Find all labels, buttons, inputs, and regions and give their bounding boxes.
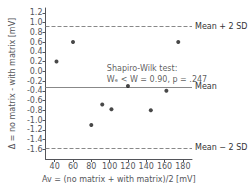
svg-text:180: 180: [175, 162, 190, 171]
svg-text:Mean + 2 SD: Mean + 2 SD: [195, 22, 247, 31]
svg-text:Mean − 2 SD: Mean − 2 SD: [195, 143, 247, 152]
svg-text:140: 140: [139, 162, 154, 171]
svg-text:-0.4: -0.4: [27, 86, 43, 95]
svg-text:0.2: 0.2: [30, 57, 43, 66]
svg-text:Shapiro-Wilk test:: Shapiro-Wilk test:: [107, 64, 177, 73]
svg-text:160: 160: [157, 162, 172, 171]
svg-text:0.4: 0.4: [30, 47, 43, 56]
svg-text:-1.0: -1.0: [27, 116, 43, 125]
svg-text:-1.4: -1.4: [27, 135, 43, 144]
svg-text:-1.6: -1.6: [27, 145, 43, 154]
svg-text:0.0: 0.0: [30, 67, 43, 76]
svg-text:-0.6: -0.6: [27, 96, 43, 105]
svg-text:Δ = no matrix - with matrix [m: Δ = no matrix - with matrix [mV]: [8, 18, 17, 149]
svg-text:40: 40: [50, 162, 60, 171]
svg-text:0.8: 0.8: [30, 28, 43, 37]
svg-text:80: 80: [86, 162, 96, 171]
svg-text:Mean: Mean: [195, 82, 217, 91]
svg-text:1.2: 1.2: [30, 8, 43, 17]
svg-text:Av = (no matrix + with matrix): Av = (no matrix + with matrix)/2 [mV]: [42, 175, 196, 184]
svg-text:1.0: 1.0: [30, 18, 43, 27]
svg-text:100: 100: [102, 162, 117, 171]
svg-text:-1.2: -1.2: [27, 125, 43, 134]
svg-text:-0.8: -0.8: [27, 106, 43, 115]
svg-text:0.6: 0.6: [30, 38, 43, 47]
svg-text:Wₑ < W = 0.90, p = .247: Wₑ < W = 0.90, p = .247: [107, 75, 207, 84]
svg-text:120: 120: [120, 162, 135, 171]
svg-text:60: 60: [68, 162, 78, 171]
svg-text:-0.2: -0.2: [27, 77, 43, 86]
